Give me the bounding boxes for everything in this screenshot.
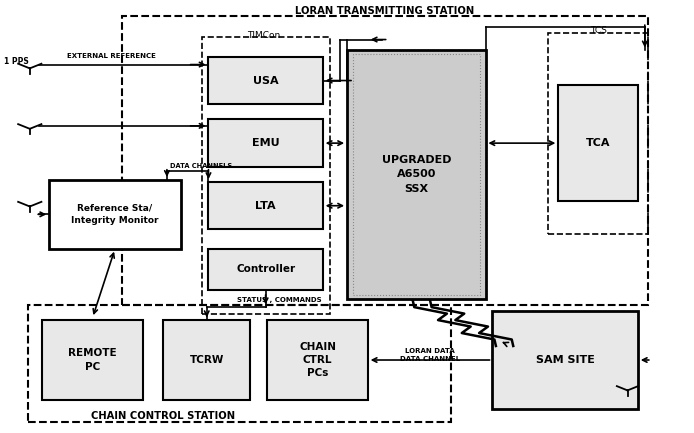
Bar	[122, 16, 648, 305]
Text: DATA CHANNELS: DATA CHANNELS	[171, 163, 232, 169]
Text: 1 PPS: 1 PPS	[4, 57, 29, 66]
Bar	[208, 57, 323, 104]
Text: EMU: EMU	[252, 138, 280, 148]
Text: SAM SITE: SAM SITE	[536, 355, 595, 365]
Bar	[49, 180, 180, 249]
Bar	[28, 305, 451, 421]
Bar	[267, 320, 368, 400]
Text: LORAN DATA: LORAN DATA	[405, 349, 455, 354]
Bar	[548, 33, 648, 234]
Bar	[164, 320, 250, 400]
Bar	[42, 320, 143, 400]
Text: TCA: TCA	[586, 138, 610, 148]
Bar	[347, 50, 486, 298]
Text: EXTERNAL REFERENCE: EXTERNAL REFERENCE	[67, 53, 156, 59]
Bar	[201, 37, 330, 313]
Bar	[353, 54, 480, 295]
Bar	[558, 85, 638, 201]
Text: REMOTE
PC: REMOTE PC	[68, 349, 117, 372]
Text: USA: USA	[253, 75, 278, 86]
Text: DATA CHANNEL: DATA CHANNEL	[400, 356, 460, 362]
Text: UPGRADED
A6500
SSX: UPGRADED A6500 SSX	[382, 155, 451, 194]
Bar	[493, 311, 638, 409]
Bar	[208, 249, 323, 290]
Text: CHAIN CONTROL STATION: CHAIN CONTROL STATION	[92, 411, 235, 421]
Text: TCRW: TCRW	[189, 355, 224, 365]
Text: TCS: TCS	[590, 26, 607, 36]
Text: CHAIN
CTRL
PCs: CHAIN CTRL PCs	[299, 342, 336, 378]
Text: Controller: Controller	[236, 265, 295, 275]
Bar	[208, 182, 323, 229]
Text: LTA: LTA	[255, 201, 276, 211]
Bar	[208, 120, 323, 167]
Text: STATUS , COMMANDS: STATUS , COMMANDS	[237, 297, 322, 303]
Text: LORAN TRANSMITTING STATION: LORAN TRANSMITTING STATION	[296, 6, 475, 16]
Text: Reference Sta/
Integrity Monitor: Reference Sta/ Integrity Monitor	[71, 204, 159, 225]
Text: TIMCon: TIMCon	[247, 31, 280, 40]
